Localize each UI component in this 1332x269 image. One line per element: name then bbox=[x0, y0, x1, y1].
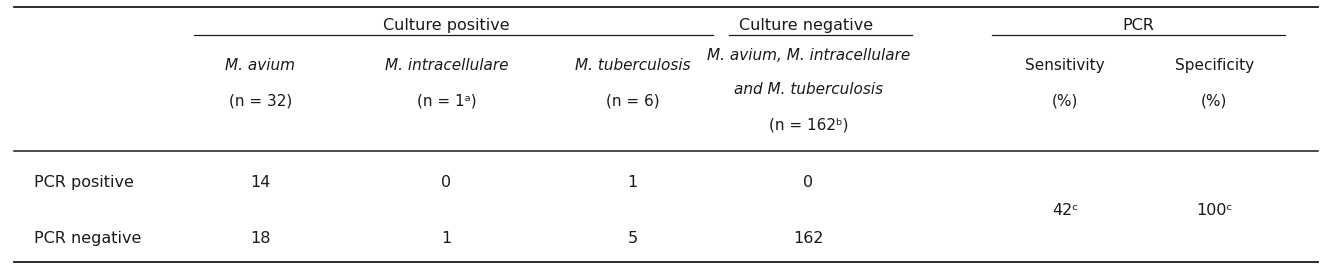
Text: M. avium: M. avium bbox=[225, 58, 296, 73]
Text: (%): (%) bbox=[1201, 93, 1227, 108]
Text: M. intracellulare: M. intracellulare bbox=[385, 58, 509, 73]
Text: (%): (%) bbox=[1052, 93, 1079, 108]
Text: 0: 0 bbox=[803, 175, 814, 190]
Text: M. tuberculosis: M. tuberculosis bbox=[575, 58, 690, 73]
Text: PCR negative: PCR negative bbox=[33, 231, 141, 246]
Text: (n = 32): (n = 32) bbox=[229, 93, 292, 108]
Text: (n = 1ᵃ): (n = 1ᵃ) bbox=[417, 93, 477, 108]
Text: 162: 162 bbox=[793, 231, 823, 246]
Text: 14: 14 bbox=[250, 175, 270, 190]
Text: Specificity: Specificity bbox=[1175, 58, 1253, 73]
Text: PCR positive: PCR positive bbox=[33, 175, 133, 190]
Text: 0: 0 bbox=[441, 175, 452, 190]
Text: Culture positive: Culture positive bbox=[384, 18, 510, 33]
Text: Culture negative: Culture negative bbox=[739, 18, 872, 33]
Text: (n = 162ᵇ): (n = 162ᵇ) bbox=[769, 117, 848, 132]
Text: M. avium, M. intracellulare: M. avium, M. intracellulare bbox=[707, 48, 910, 62]
Text: 1: 1 bbox=[441, 231, 452, 246]
Text: 18: 18 bbox=[250, 231, 270, 246]
Text: 42ᶜ: 42ᶜ bbox=[1052, 203, 1078, 218]
Text: 100ᶜ: 100ᶜ bbox=[1196, 203, 1232, 218]
Text: Sensitivity: Sensitivity bbox=[1026, 58, 1106, 73]
Text: PCR: PCR bbox=[1123, 18, 1155, 33]
Text: (n = 6): (n = 6) bbox=[606, 93, 659, 108]
Text: and M. tuberculosis: and M. tuberculosis bbox=[734, 82, 883, 97]
Text: 1: 1 bbox=[627, 175, 638, 190]
Text: 5: 5 bbox=[627, 231, 638, 246]
